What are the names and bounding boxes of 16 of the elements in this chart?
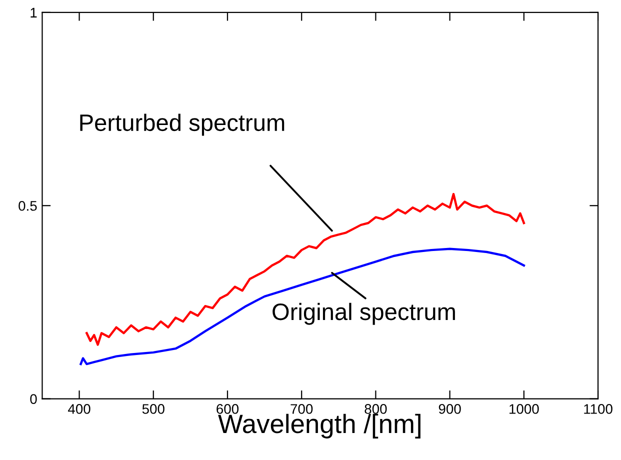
annotation: Perturbed spectrum [80, 114, 284, 136]
x-tick-label: 1000 [510, 404, 539, 414]
line-series [86, 192, 526, 346]
x-tick-label: 1100 [584, 404, 612, 414]
x-tick-label: 900 [438, 404, 461, 414]
x-tick-label: 600 [216, 404, 239, 414]
x-tick-label: 700 [290, 404, 313, 414]
x-axis-title: Wavelength /[nm] [218, 414, 420, 438]
x-tick-label: 400 [68, 404, 90, 414]
annotation: Original spectrum [272, 302, 455, 325]
x-tick-label: 500 [142, 404, 164, 414]
y-tick-label: 0 [30, 394, 37, 404]
y-tick-label: 1 [30, 8, 37, 18]
line-series [80, 248, 526, 366]
y-tick-label: 0.5 [18, 200, 37, 211]
x-tick-label: 800 [364, 404, 387, 414]
